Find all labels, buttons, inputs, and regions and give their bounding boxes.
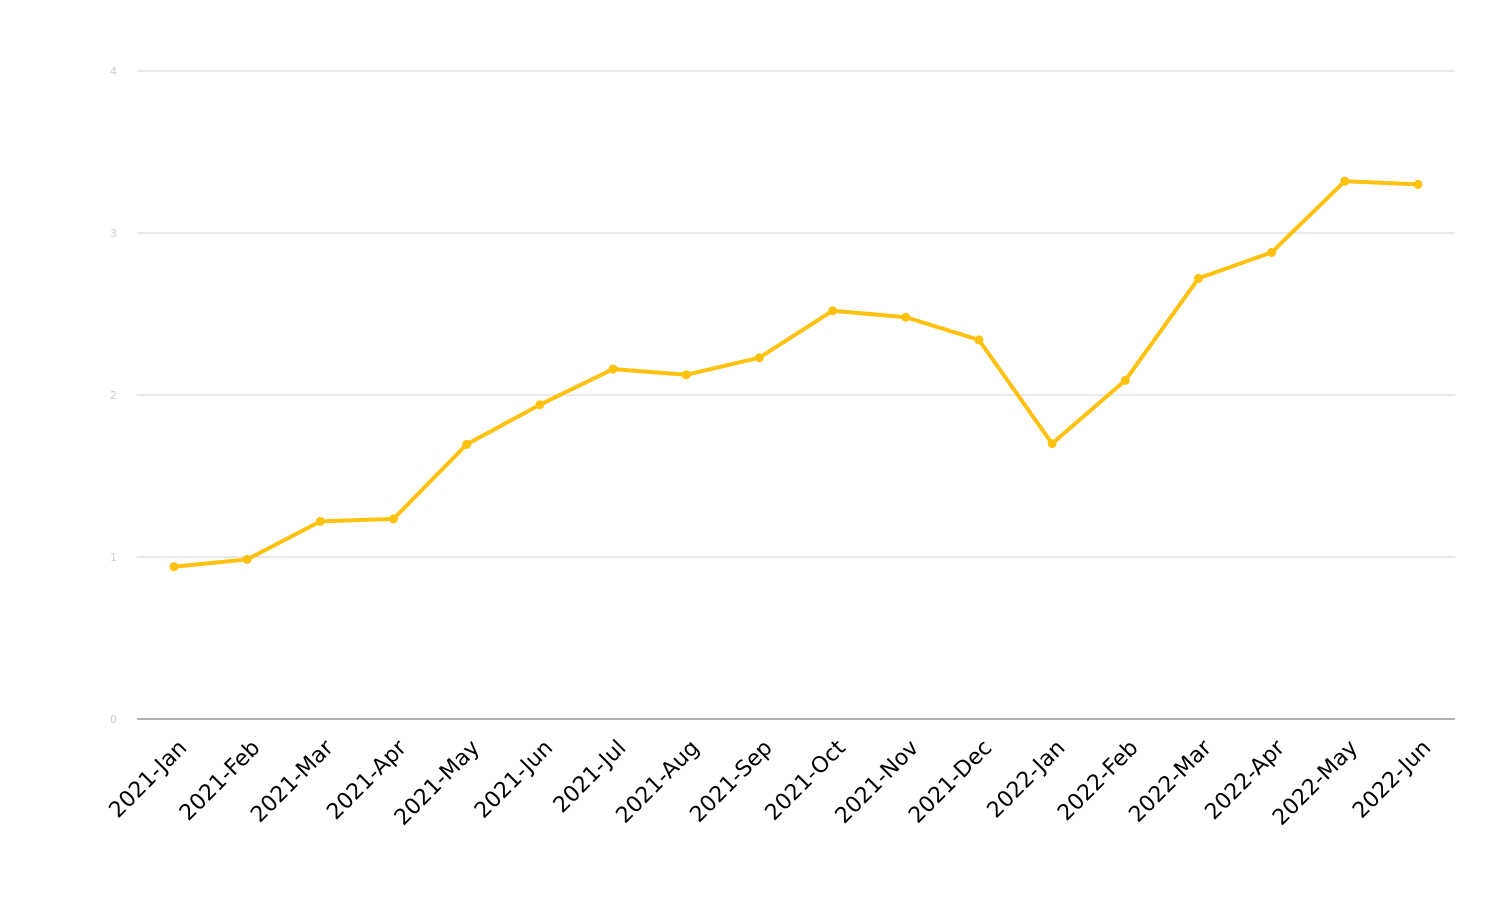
data-point-0 <box>169 562 179 572</box>
data-point-12 <box>1047 439 1057 449</box>
y-tick-label-1: 1 <box>110 551 117 564</box>
x-axis-ticks: 2021-Jan2021-Feb2021-Mar2021-Apr2021-May… <box>105 735 1437 831</box>
data-point-6 <box>608 364 618 374</box>
data-point-14 <box>1193 273 1203 283</box>
data-point-4 <box>462 439 472 449</box>
data-point-9 <box>828 306 838 316</box>
data-point-15 <box>1267 247 1277 257</box>
series-line-0 <box>172 179 1420 569</box>
data-point-10 <box>901 312 911 322</box>
data-point-11 <box>974 335 984 345</box>
data-point-1 <box>242 554 252 564</box>
y-axis-ticks: 0 1 2 3 4 <box>110 65 117 726</box>
data-point-17 <box>1413 179 1423 189</box>
y-tick-label-0: 0 <box>110 713 117 726</box>
data-point-3 <box>389 514 399 524</box>
data-point-16 <box>1340 176 1350 186</box>
data-point-2 <box>315 516 325 526</box>
x-tick-label-5: 2021-Jun <box>470 736 558 824</box>
y-tick-label-2: 2 <box>110 389 117 402</box>
x-tick-label-17: 2022-Jun <box>1348 736 1436 824</box>
gridlines <box>137 70 1455 558</box>
y-tick-label-4: 4 <box>110 65 117 78</box>
y-tick-label-3: 3 <box>110 227 117 240</box>
data-point-13 <box>1120 375 1130 385</box>
series-group <box>169 176 1423 572</box>
data-point-5 <box>535 400 545 410</box>
data-point-7 <box>681 370 691 380</box>
data-point-8 <box>754 353 764 363</box>
